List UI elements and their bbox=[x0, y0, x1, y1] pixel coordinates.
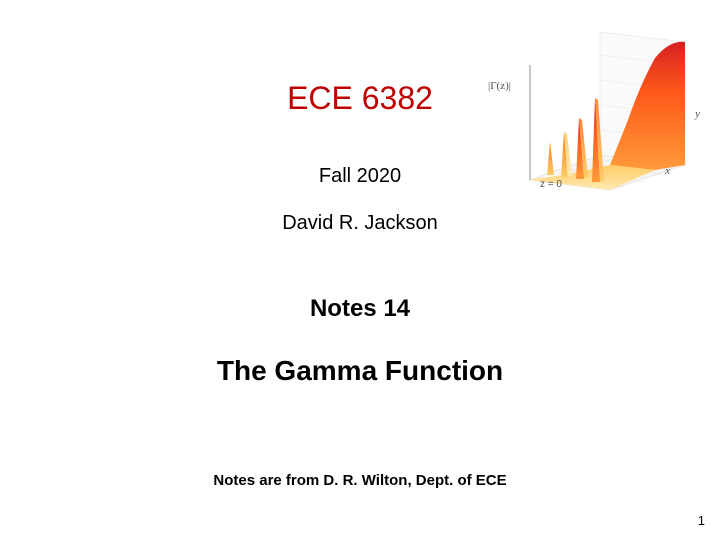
y-axis-label: y bbox=[695, 108, 700, 120]
tick-zero-label: z = 0 bbox=[540, 179, 562, 190]
gamma-spike-3 bbox=[547, 142, 554, 175]
page-number: 1 bbox=[698, 513, 705, 528]
gamma-surface-svg bbox=[500, 30, 700, 195]
author-name: David R. Jackson bbox=[0, 212, 720, 235]
notes-number: Notes 14 bbox=[0, 295, 720, 323]
x-axis-label: x bbox=[665, 165, 670, 177]
z-axis-label: |Γ(z)| bbox=[488, 80, 511, 92]
topic-title: The Gamma Function bbox=[0, 355, 720, 387]
attribution-text: Notes are from D. R. Wilton, Dept. of EC… bbox=[0, 472, 720, 489]
gamma-3d-plot: |Γ(z)| x y z = 0 bbox=[500, 30, 700, 195]
